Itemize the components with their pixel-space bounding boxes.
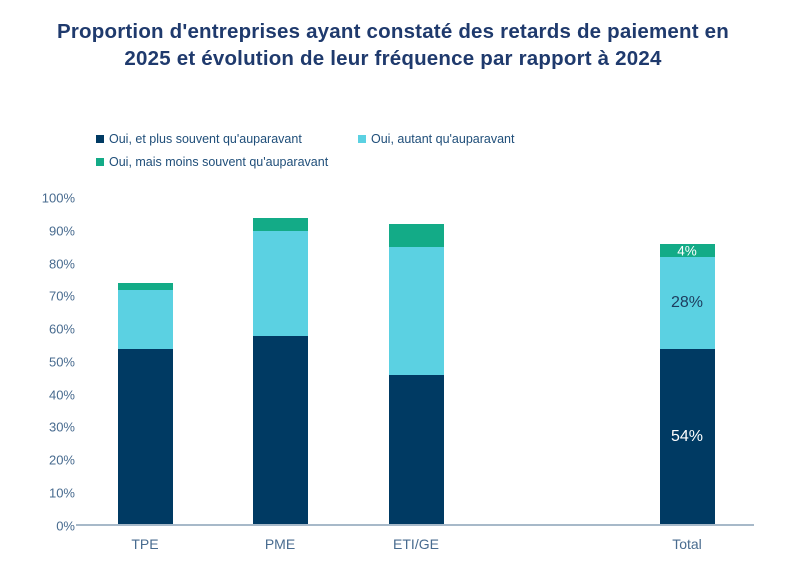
x-axis-line [76,524,754,526]
legend-swatch-green [96,158,104,166]
legend-item-autant: Oui, autant qu'auparavant [358,132,514,146]
bar-segment-pme-s1 [252,231,308,336]
bar-segment-label: 28% [670,294,704,311]
y-tick-label: 40% [48,387,75,403]
legend-label: Oui, et plus souvent qu'auparavant [109,132,302,146]
x-category-label: Total [672,536,702,552]
bar-segment-tpe-s2 [117,283,173,290]
legend-label: Oui, mais moins souvent qu'auparavant [109,155,329,169]
bar-segment-pme-s0 [252,335,308,526]
bar-segment-pme-s2 [252,217,308,231]
bar-segment-total-s2 [659,244,715,258]
y-tick-label: 10% [48,485,75,501]
bar-segment-total-s0 [659,348,715,526]
y-tick-label: 90% [48,223,75,239]
bar-segment-label: 4% [677,243,697,259]
y-tick-label: 20% [48,452,75,468]
bar-segment-label: 54% [670,428,704,446]
x-category-label: PME [264,536,296,552]
legend-swatch-navy [96,135,104,143]
y-tick-label: 80% [48,256,75,272]
y-tick-label: 70% [48,288,75,304]
legend-item-moins-souvent: Oui, mais moins souvent qu'auparavant [96,155,328,169]
bar-segment-tpe-s1 [117,289,173,349]
bar-segment-eti-ge-s0 [388,374,444,526]
y-tick-label: 30% [48,419,75,435]
bar-segment-tpe-s0 [117,348,173,526]
chart-title: Proportion d'entreprises ayant constaté … [57,20,729,71]
y-tick-label: 0% [56,518,75,533]
y-tick-label: 60% [48,321,75,337]
legend-swatch-teal [358,135,366,143]
y-tick-label: 50% [48,354,75,370]
bar-segment-total-s1 [659,257,715,349]
legend-item-plus-souvent: Oui, et plus souvent qu'auparavant [96,132,302,146]
y-tick-label: 100% [41,190,75,206]
x-category-label: TPE [131,536,159,552]
legend-label: Oui, autant qu'auparavant [371,132,515,146]
x-category-label: ETI/GE [393,536,439,552]
bar-segment-eti-ge-s1 [388,247,444,375]
bar-segment-eti-ge-s2 [388,224,444,248]
